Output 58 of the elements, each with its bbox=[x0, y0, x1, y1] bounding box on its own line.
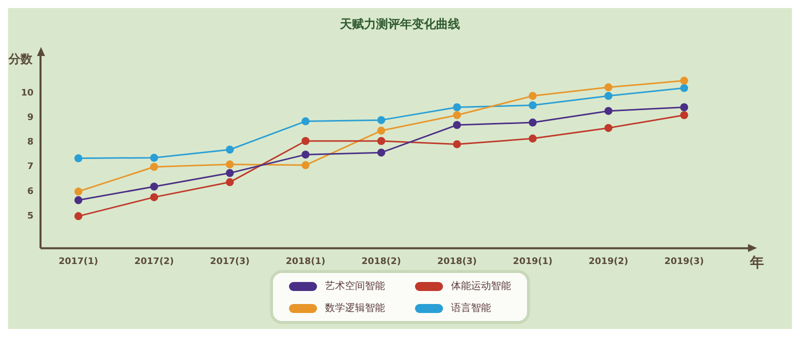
y-tick-label: 5 bbox=[27, 212, 34, 222]
point bbox=[680, 103, 688, 112]
point bbox=[377, 148, 386, 157]
legend-label: 体能运动智能 bbox=[451, 280, 511, 293]
legend-label: 数学逻辑智能 bbox=[325, 302, 385, 315]
point bbox=[226, 160, 234, 168]
point bbox=[74, 196, 82, 204]
point bbox=[452, 103, 461, 112]
point bbox=[377, 116, 386, 124]
y-tick-label: 10 bbox=[20, 88, 34, 98]
x-tick-label: 2017(2) bbox=[134, 256, 174, 267]
y-tick-label: 6 bbox=[27, 186, 34, 197]
x-tick-label: 2018(1) bbox=[286, 256, 326, 267]
chart-title: 天赋力测评年变化曲线 bbox=[339, 16, 461, 33]
point bbox=[452, 120, 461, 129]
point bbox=[452, 140, 461, 148]
point bbox=[680, 111, 688, 120]
x-tick-label: 2019(2) bbox=[588, 256, 628, 267]
point bbox=[302, 150, 310, 159]
point bbox=[528, 118, 537, 127]
legend-label: 语言智能 bbox=[451, 302, 491, 315]
point bbox=[452, 111, 461, 120]
point bbox=[377, 126, 386, 135]
x-tick-label: 2018(2) bbox=[361, 256, 402, 267]
y-tick-label: 8 bbox=[27, 138, 34, 148]
point bbox=[302, 137, 310, 146]
y-axis-title: 分数 bbox=[8, 52, 34, 66]
point bbox=[528, 134, 537, 143]
point bbox=[680, 76, 688, 85]
point bbox=[150, 182, 158, 191]
x-tick-label: 2018(3) bbox=[437, 256, 477, 267]
point bbox=[150, 162, 158, 171]
legend-label: 艺术空间智能 bbox=[325, 280, 385, 293]
point bbox=[74, 212, 82, 220]
point bbox=[74, 154, 82, 162]
point bbox=[150, 154, 158, 162]
x-tick-label: 2019(1) bbox=[512, 256, 552, 267]
point bbox=[74, 188, 82, 196]
y-tick-label: 7 bbox=[27, 162, 34, 172]
x-tick-label: 2017(3) bbox=[210, 256, 250, 267]
point bbox=[226, 169, 234, 178]
point bbox=[528, 101, 537, 110]
point bbox=[604, 92, 612, 100]
point bbox=[377, 137, 386, 146]
point bbox=[528, 92, 537, 100]
point bbox=[226, 146, 234, 154]
point bbox=[604, 83, 612, 92]
x-tick-label: 2017(1) bbox=[58, 256, 98, 267]
point bbox=[302, 117, 310, 126]
y-tick-label: 9 bbox=[27, 112, 34, 123]
x-tick-label: 2019(3) bbox=[664, 256, 704, 267]
point bbox=[604, 106, 612, 115]
point bbox=[226, 178, 234, 186]
point bbox=[680, 84, 688, 92]
point bbox=[604, 124, 612, 132]
x-axis-title: 年 bbox=[749, 254, 764, 271]
point bbox=[302, 161, 310, 170]
point bbox=[150, 193, 158, 202]
